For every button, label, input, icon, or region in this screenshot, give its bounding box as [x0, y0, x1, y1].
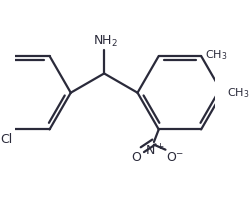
- Text: N$^+$: N$^+$: [145, 143, 165, 158]
- Text: O$^{−}$: O$^{−}$: [166, 151, 185, 164]
- Text: CH$_3$: CH$_3$: [205, 48, 228, 62]
- Text: NH$_2$: NH$_2$: [93, 34, 118, 49]
- Text: Cl: Cl: [0, 133, 12, 146]
- Text: O: O: [131, 151, 141, 164]
- Text: CH$_3$: CH$_3$: [227, 86, 249, 100]
